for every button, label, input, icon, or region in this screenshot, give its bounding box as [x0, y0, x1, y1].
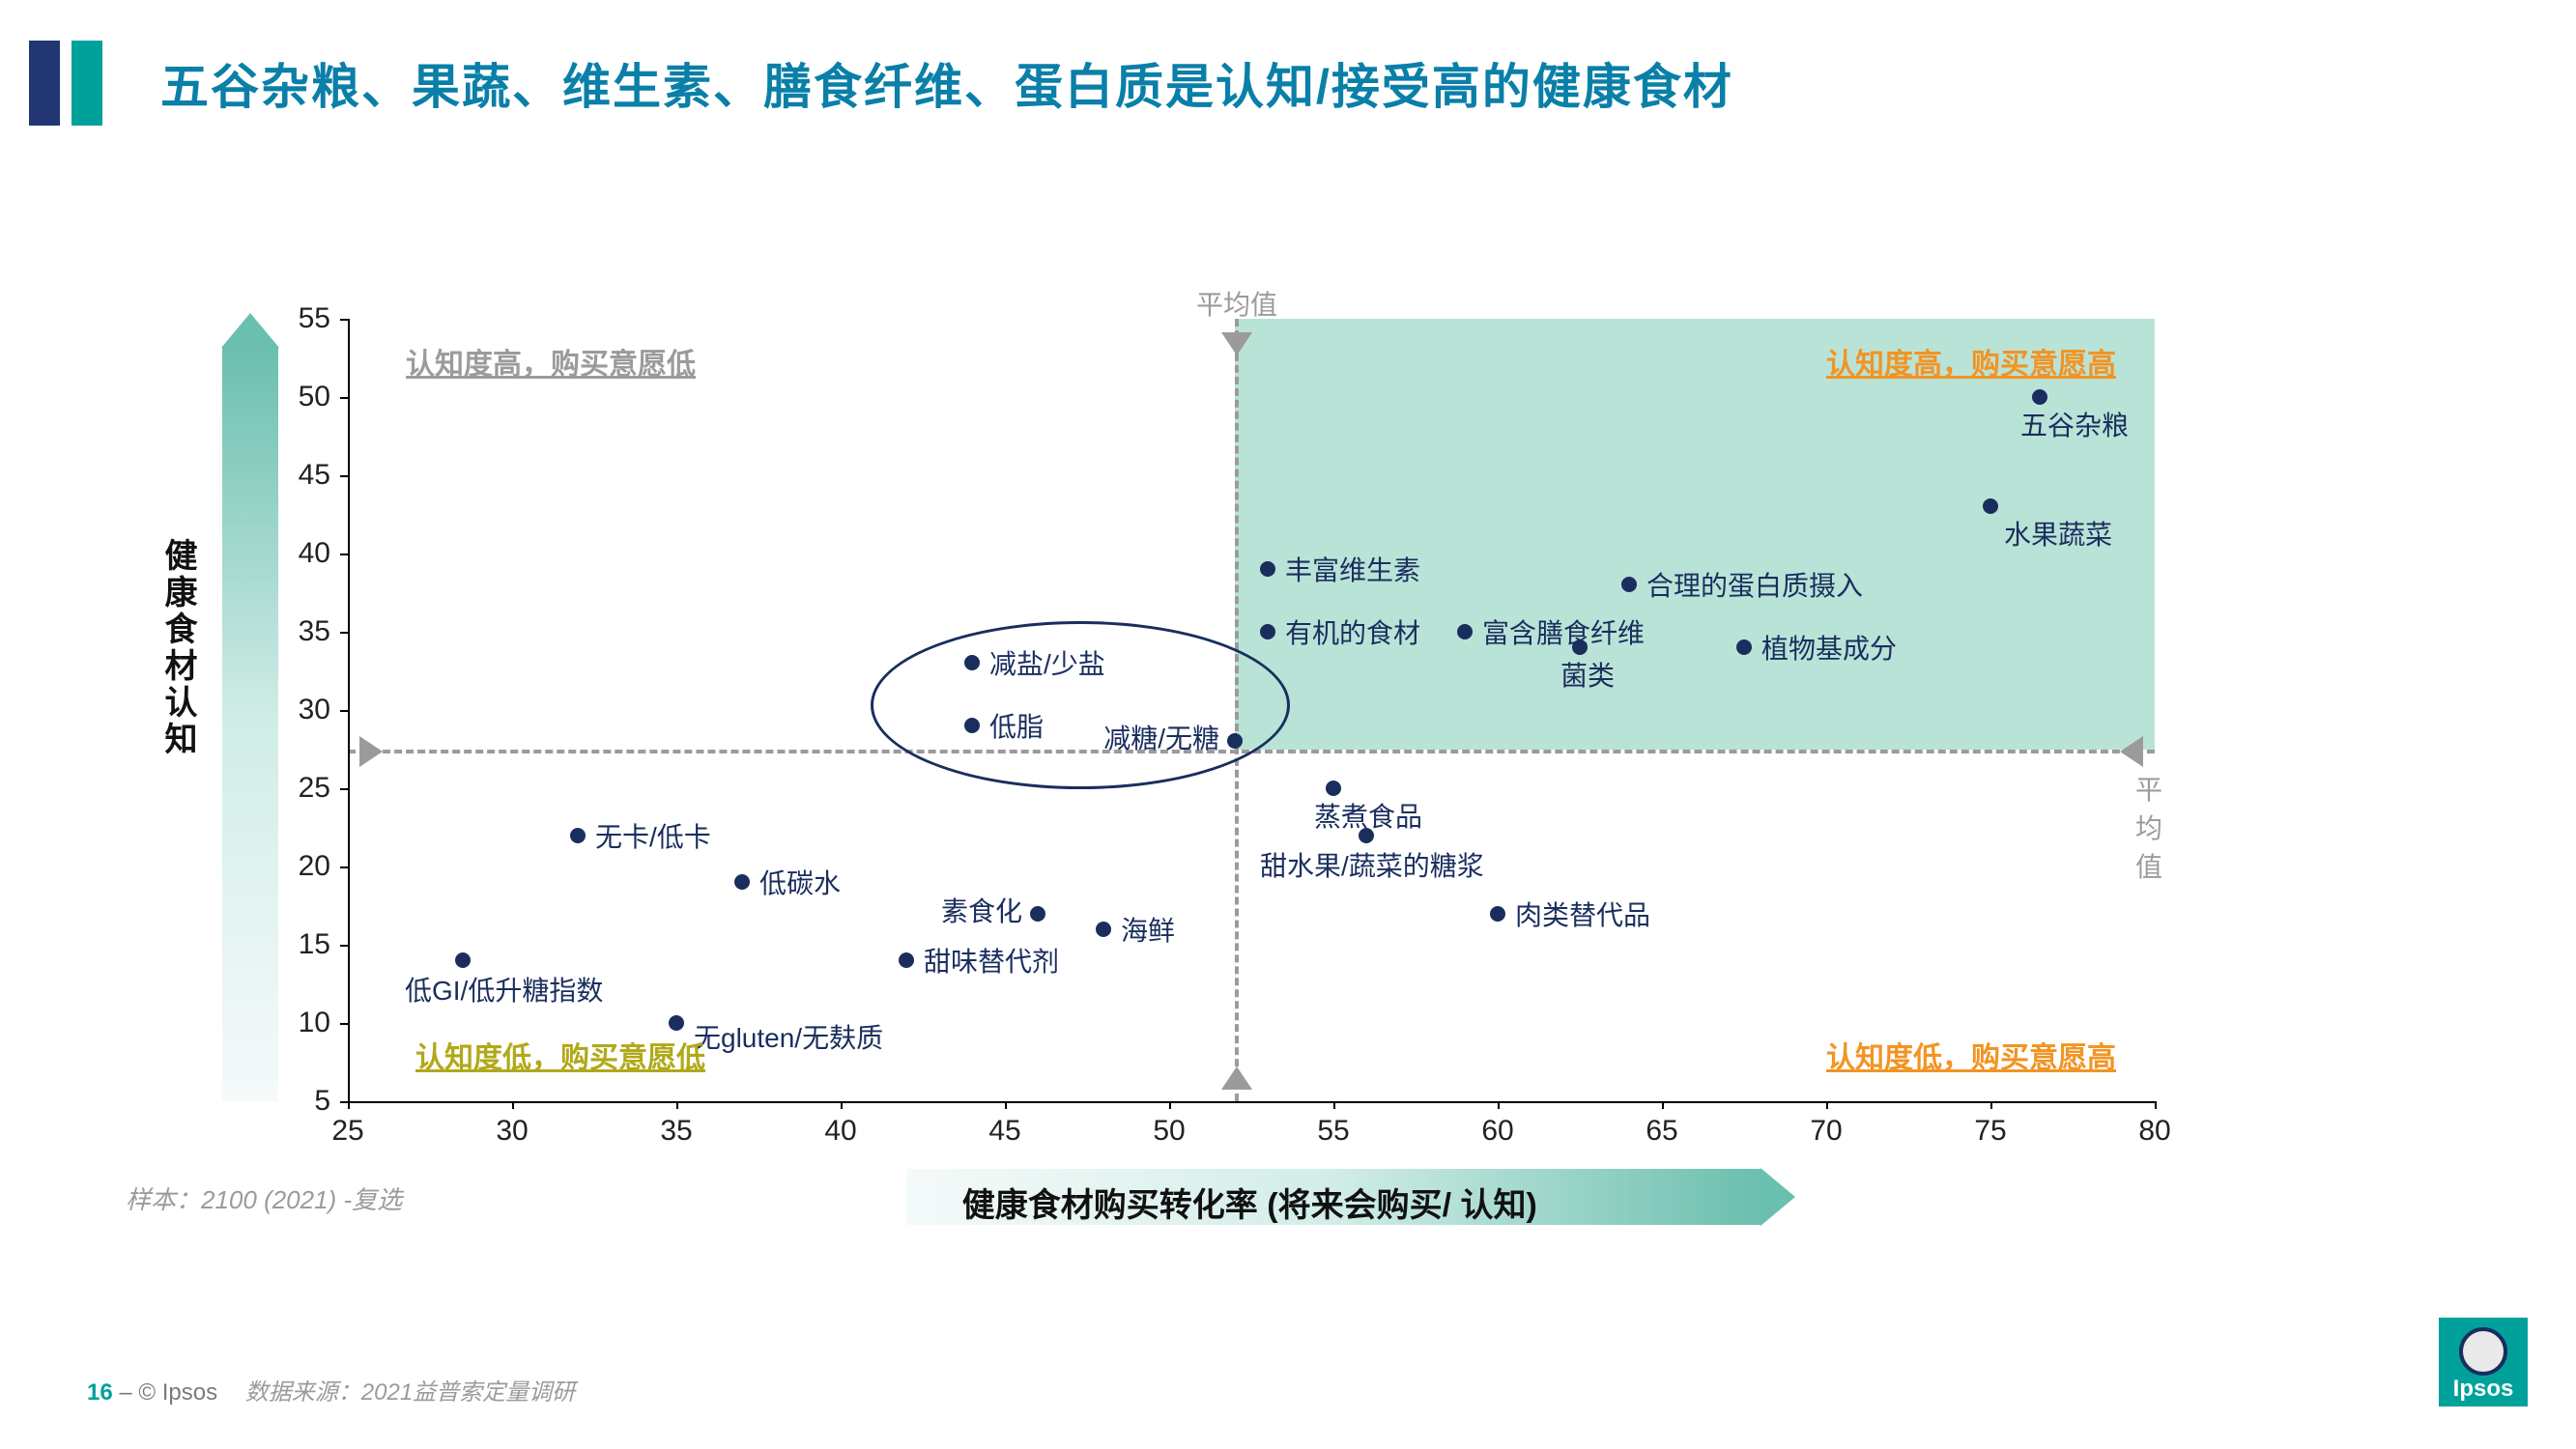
- page-title: 五谷杂粮、果蔬、维生素、膳食纤维、蛋白质是认知/接受高的健康食材: [160, 48, 1733, 118]
- quadrant-label: 认知度高，购买意愿高: [1826, 340, 2116, 383]
- footer: 16 ‒ © Ipsos 数据来源：2021益普索定量调研: [87, 1373, 575, 1406]
- point-label: 有机的食材: [1285, 612, 1420, 651]
- point-label: 合理的蛋白质摄入: [1646, 565, 1863, 604]
- avg-marker: [1221, 1066, 1252, 1090]
- avg-marker: [2120, 736, 2143, 767]
- accent-bar-teal: [72, 41, 102, 126]
- data-point: [1736, 639, 1752, 655]
- quadrant-label: 认知度低，购买意愿低: [415, 1034, 705, 1076]
- point-label: 富含膳食纤维: [1482, 612, 1645, 651]
- data-point: [1030, 906, 1045, 922]
- copyright: © Ipsos: [138, 1379, 217, 1406]
- title-bar: 五谷杂粮、果蔬、维生素、膳食纤维、蛋白质是认知/接受高的健康食材: [29, 41, 1733, 126]
- scatter-plot: 平均值平均值5101520253035404550552530354045505…: [348, 319, 2155, 1103]
- data-point: [455, 952, 471, 968]
- point-label: 甜味替代剂: [924, 941, 1059, 980]
- x-axis-label: 健康食材购买转化率 (将来会购买/ 认知): [962, 1179, 1537, 1226]
- point-label: 肉类替代品: [1515, 895, 1650, 933]
- avg-label: 平均值: [2135, 769, 2162, 885]
- point-label: 减糖/无糖: [1103, 718, 1219, 756]
- data-point: [1983, 498, 1998, 514]
- data-point: [1572, 639, 1588, 655]
- data-point: [964, 718, 980, 733]
- logo-text: Ipsos: [2453, 1376, 2514, 1403]
- y-axis-label: 健康食材认知: [155, 538, 202, 758]
- data-point: [1621, 577, 1637, 592]
- point-label: 无gluten/无麸质: [694, 1017, 883, 1056]
- data-point: [1096, 922, 1111, 937]
- quadrant-label: 认知度高，购买意愿低: [406, 340, 696, 383]
- data-point: [1359, 828, 1374, 843]
- avg-marker: [359, 736, 383, 767]
- accent-bar-navy: [29, 41, 60, 126]
- avg-marker: [1221, 332, 1252, 355]
- footer-dash: ‒: [119, 1379, 138, 1406]
- data-point: [1457, 624, 1473, 639]
- data-source: 数据来源：2021益普索定量调研: [245, 1379, 575, 1406]
- data-point: [899, 952, 914, 968]
- logo-icon: [2459, 1327, 2507, 1376]
- point-label: 无卡/低卡: [595, 816, 711, 855]
- data-point: [570, 828, 586, 843]
- page-number: 16: [87, 1379, 113, 1406]
- data-point: [1490, 906, 1505, 922]
- data-point: [964, 655, 980, 670]
- point-label: 减盐/少盐: [989, 643, 1105, 682]
- point-label: 水果蔬菜: [2004, 514, 2112, 553]
- avg-label: 平均值: [1196, 284, 1277, 323]
- ipsos-logo: Ipsos: [2439, 1318, 2528, 1406]
- point-label: 海鲜: [1121, 910, 1175, 949]
- quadrant-label: 认知度低，购买意愿高: [1826, 1034, 2116, 1076]
- y-axis-arrow-head: [221, 313, 279, 348]
- x-axis-arrow-head: [1760, 1168, 1795, 1226]
- point-label: 菌类: [1560, 655, 1615, 694]
- point-label: 甜水果/蔬菜的糖浆: [1260, 845, 1484, 884]
- point-label: 低碳水: [759, 863, 841, 901]
- data-point: [1260, 624, 1275, 639]
- point-label: 素食化: [941, 891, 1022, 929]
- data-point: [1260, 561, 1275, 577]
- data-point: [1227, 733, 1243, 749]
- data-point: [669, 1015, 684, 1031]
- point-label: 丰富维生素: [1285, 550, 1420, 588]
- data-point: [1326, 781, 1341, 796]
- point-label: 植物基成分: [1761, 628, 1897, 667]
- point-label: 五谷杂粮: [2020, 405, 2129, 443]
- sample-note: 样本：2100 (2021) -复选: [126, 1180, 402, 1216]
- y-axis-gradient-arrow: [222, 348, 278, 1101]
- point-label: 低GI/低升糖指数: [405, 970, 603, 1009]
- point-label: 低脂: [989, 706, 1044, 745]
- data-point: [2032, 389, 2047, 405]
- data-point: [734, 874, 750, 890]
